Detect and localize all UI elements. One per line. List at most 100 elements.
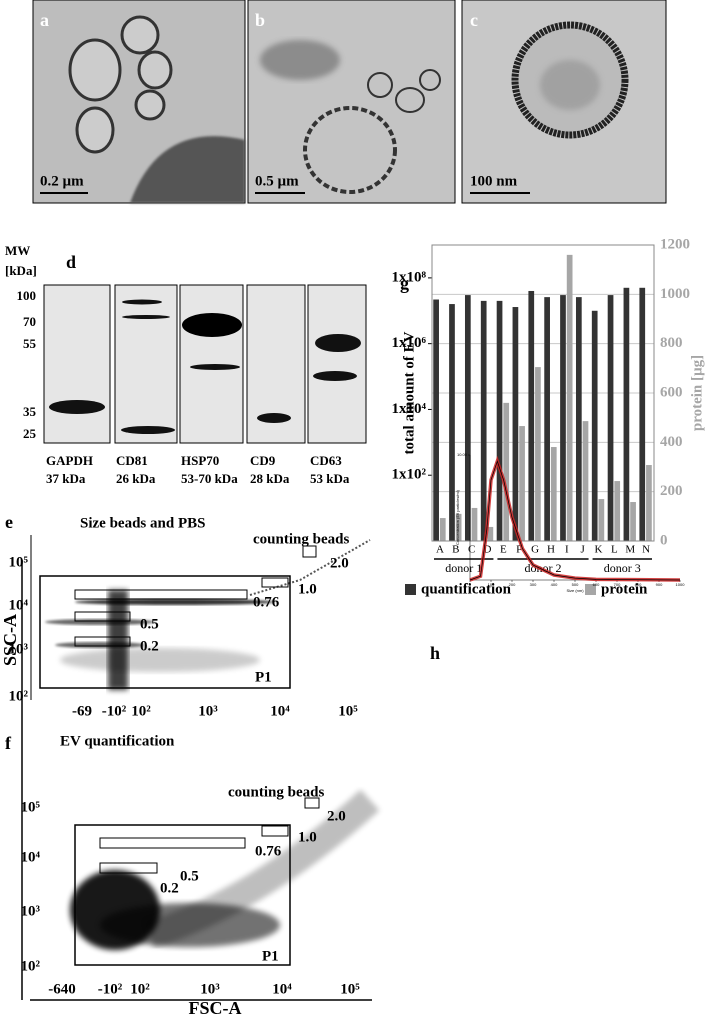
micrograph-b: b 0.5 µm <box>247 0 456 204</box>
y-tick-label: 1x10⁶ <box>392 335 427 351</box>
panel-letter: f <box>5 733 12 753</box>
x-tick-label: -10² <box>102 703 127 719</box>
micrograph-c: c 100 nm <box>461 0 667 204</box>
mw-tick: 25 <box>23 426 37 441</box>
x-tick-label: D <box>484 544 492 556</box>
bar <box>455 513 462 541</box>
y-tick-label: 1x10⁴ <box>392 401 427 417</box>
plot-frame <box>431 244 655 542</box>
y-tick-label: 10² <box>21 958 41 974</box>
bar <box>433 299 439 541</box>
legend-swatch <box>585 584 596 595</box>
x-tick-label: C <box>468 544 475 556</box>
scale-bar-label: 0.2 µm <box>40 173 84 189</box>
lane-size: 26 kDa <box>116 471 156 486</box>
x-tick-label: A <box>436 544 444 556</box>
gate-label: 0.2 <box>140 638 159 654</box>
x-tick-label: 600 <box>593 582 600 587</box>
gate-label: 0.2 <box>160 880 179 896</box>
mw-tick: 35 <box>23 404 37 419</box>
y2-tick-label: 1200 <box>660 236 690 252</box>
lane-size: 37 kDa <box>46 471 86 486</box>
x-tick-label: 300 <box>530 582 537 587</box>
bar <box>535 367 541 541</box>
x-tick-label: 500 <box>572 582 579 587</box>
x-tick-label: 10² <box>130 981 150 997</box>
gate-label: P1 <box>255 669 272 685</box>
y2-tick-label: 800 <box>660 335 683 351</box>
panel-title: EV quantification <box>60 733 175 749</box>
panel-letter: d <box>66 252 76 272</box>
y-tick-label: 10³ <box>21 903 41 919</box>
bar <box>496 300 503 541</box>
x-tick-label: 100 <box>488 582 495 587</box>
bar <box>464 295 471 541</box>
x-tick-label: -69 <box>72 703 92 719</box>
x-tick-label: N <box>642 544 650 556</box>
y2-tick-label: 0 <box>660 532 668 548</box>
bar <box>512 307 519 541</box>
x-tick-label: 0 <box>469 582 472 587</box>
axis-title: FSC-A <box>189 998 242 1018</box>
mw-tick: 100 <box>17 288 37 303</box>
lane-name: HSP70 <box>181 453 219 468</box>
bar <box>646 465 652 541</box>
flow-plot-e: e Size beads and PBS counting beads 2.0 … <box>5 512 371 719</box>
y-tick-label: 10⁴ <box>9 597 29 613</box>
micrograph-a: a 0.2 µm <box>32 0 246 204</box>
x-tick-label: G <box>531 544 539 556</box>
y-axis-title: total amount of EV <box>401 331 417 454</box>
y2-axis-title: protein [µg] <box>689 355 705 431</box>
scale-bar-label: 0.5 µm <box>255 173 299 189</box>
lane-name: GAPDH <box>46 453 93 468</box>
bar <box>598 499 605 541</box>
group-label: donor 3 <box>604 561 641 575</box>
y2-tick-label: 400 <box>660 434 683 450</box>
gate-label: 1.0 <box>298 829 317 845</box>
x-tick-label: -640 <box>48 981 76 997</box>
panel-title: Size beads and PBS <box>80 515 205 531</box>
bar <box>582 421 589 541</box>
group-label: donor 1 <box>445 561 482 575</box>
gate-label: counting beads <box>253 531 349 547</box>
y2-tick-label: 1000 <box>660 286 690 302</box>
mw-title: MW <box>5 243 30 258</box>
bar <box>544 297 550 541</box>
panel-letter: b <box>255 10 265 30</box>
y-tick-label: 10⁵ <box>21 799 41 815</box>
panel-letter: e <box>5 512 13 532</box>
lane-name: CD9 <box>250 453 276 468</box>
panel-letter: g <box>400 273 409 293</box>
y-tick-label: 1x10² <box>392 467 427 483</box>
gate-label: 0.5 <box>140 616 159 632</box>
legend-swatch <box>405 584 416 595</box>
bar <box>630 502 636 541</box>
y-tick-label: 1x10⁸ <box>392 269 427 285</box>
gate-label: P1 <box>262 948 279 964</box>
flow-plot-f: f EV quantification counting beads 2.0 1… <box>0 560 380 1018</box>
y2-tick-label: 200 <box>660 483 683 499</box>
mw-tick: 55 <box>23 336 37 351</box>
y-tick-label: 10⁵ <box>9 554 29 570</box>
bar <box>471 507 478 541</box>
bar <box>639 287 646 541</box>
gate-label: counting beads <box>228 784 324 800</box>
line <box>469 460 681 581</box>
gate-label: 0.5 <box>180 868 199 884</box>
panel-letter: h <box>430 643 440 663</box>
gate-label: 1.0 <box>298 581 317 597</box>
x-tick-label: E <box>500 544 507 556</box>
x-tick-label: 10⁴ <box>272 981 292 997</box>
bar <box>449 304 455 541</box>
x-tick-label: 10² <box>131 703 151 719</box>
scale-bar-label: 100 nm <box>470 173 518 189</box>
x-tick-label: 800 <box>635 582 642 587</box>
bar <box>528 290 535 541</box>
y-tick-label: 10⁴ <box>21 849 41 865</box>
bar <box>575 297 582 541</box>
gate-label: 2.0 <box>327 808 346 824</box>
axis-title: SSC-A <box>0 614 20 666</box>
mw-unit: [kDa] <box>5 263 37 278</box>
x-tick-label: M <box>625 544 635 556</box>
x-tick-label: B <box>452 544 459 556</box>
